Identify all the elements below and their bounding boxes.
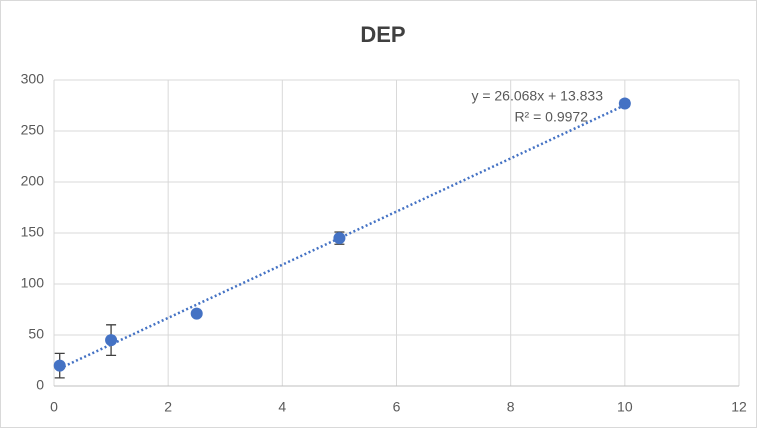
- y-tick-label: 0: [36, 377, 44, 393]
- data-point: [618, 97, 631, 110]
- data-point: [333, 232, 346, 245]
- x-tick-label: 10: [617, 399, 633, 415]
- data-point: [105, 334, 118, 347]
- trendline-r-squared: R² = 0.9972: [514, 109, 588, 125]
- chart-title: DEP: [360, 22, 405, 47]
- x-tick-label: 4: [278, 399, 286, 415]
- y-tick-label: 250: [21, 122, 45, 138]
- y-tick-label: 200: [21, 173, 45, 189]
- x-tick-label: 2: [164, 399, 172, 415]
- x-tick-label: 8: [507, 399, 515, 415]
- chart-border: [0, 0, 757, 428]
- x-tick-label: 0: [50, 399, 58, 415]
- data-point: [53, 359, 66, 372]
- y-tick-label: 300: [21, 71, 45, 87]
- y-tick-label: 150: [21, 224, 45, 240]
- y-tick-label: 50: [28, 326, 44, 342]
- data-point: [190, 307, 203, 320]
- x-tick-label: 12: [731, 399, 747, 415]
- y-tick-label: 100: [21, 275, 45, 291]
- x-tick-label: 6: [393, 399, 401, 415]
- trendline-equation: y = 26.068x + 13.833: [471, 88, 603, 104]
